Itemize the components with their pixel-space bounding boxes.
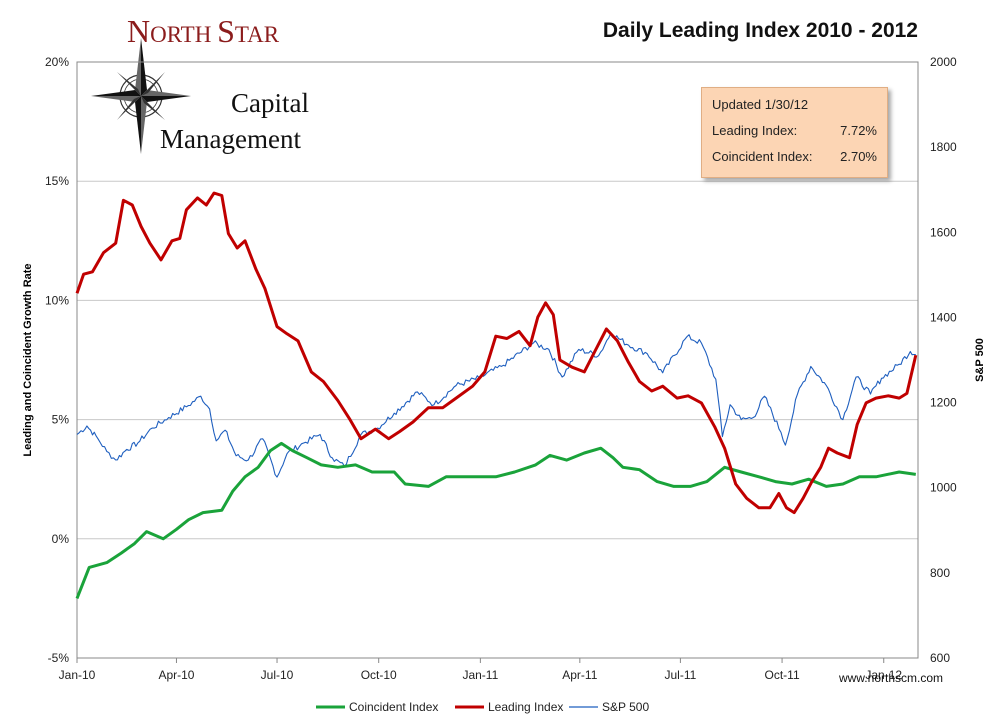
- coincident-index-label: Coincident Index:: [712, 149, 813, 164]
- y2-tick-label: 1000: [930, 481, 957, 495]
- leading-index-value: 7.72%: [840, 123, 877, 138]
- website-url: www.northscm.com: [838, 671, 943, 685]
- x-tick-label: Oct-11: [765, 668, 800, 682]
- y-tick-label: 15%: [45, 174, 69, 188]
- x-tick-label: Jan-10: [59, 668, 96, 682]
- x-tick-label: Apr-10: [158, 668, 194, 682]
- y2-tick-label: 800: [930, 566, 950, 580]
- legend-label-coincident-index: Coincident Index: [349, 700, 438, 714]
- y-tick-label: 5%: [52, 413, 70, 427]
- compass-star-icon: [91, 38, 191, 154]
- right-axis-ticks: 600 800 1000 1200 1400 1600 1800 2000: [930, 55, 957, 665]
- y2-tick-label: 600: [930, 651, 950, 665]
- y-tick-label: 10%: [45, 293, 69, 307]
- company-logo: NORTH STAR Capital Management: [91, 13, 309, 154]
- leading-index-label: Leading Index:: [712, 123, 798, 138]
- leading-index-line: [75, 191, 918, 515]
- y-tick-label: 20%: [45, 55, 69, 69]
- y2-tick-label: 1800: [930, 140, 957, 154]
- chart-title: Daily Leading Index 2010 - 2012: [603, 19, 918, 42]
- series-lines: [75, 191, 918, 599]
- legend-label-leading-index: Leading Index: [488, 700, 563, 714]
- coincident-index-value: 2.70%: [840, 149, 877, 164]
- right-axis-title: S&P 500: [974, 338, 986, 382]
- updated-date: Updated 1/30/12: [712, 97, 809, 112]
- x-tick-label: Jul-11: [664, 668, 696, 682]
- y2-tick-label: 1600: [930, 225, 957, 239]
- x-axis-ticks: Jan-10 Apr-10 Jul-10 Oct-10 Jan-11 Apr-11 Jul-…: [59, 658, 902, 682]
- x-tick-label: Jan-12: [865, 668, 902, 682]
- svg-text:NORTH STAR: NORTH STAR: [127, 13, 280, 49]
- s-p-500-line: [76, 332, 916, 478]
- logo-north-initial: N: [127, 13, 150, 49]
- x-tick-label: Jan-11: [462, 668, 498, 682]
- info-box: Updated 1/30/12 Leading Index: 7.72% Coi…: [701, 87, 888, 178]
- logo-line-management: Management: [160, 124, 301, 154]
- plot-area-border: [76, 61, 919, 659]
- logo-star-rest: TAR: [235, 22, 280, 47]
- logo-line-capital: Capital: [231, 88, 309, 118]
- x-tick-label: Apr-11: [562, 668, 597, 682]
- y2-tick-label: 1400: [930, 310, 957, 324]
- logo-north-rest: ORTH: [150, 22, 211, 47]
- y2-tick-label: 1200: [930, 396, 957, 410]
- coincident-index-line: [75, 441, 917, 599]
- y2-tick-label: 2000: [930, 55, 957, 69]
- left-axis-ticks: -5% 0% 5% 10% 15% 20%: [45, 55, 69, 665]
- legend: Coincident Index Leading Index S&P 500: [316, 700, 649, 714]
- left-axis-title: Leading and Coincident Growth Rate: [22, 263, 34, 456]
- x-tick-label: Oct-10: [361, 668, 397, 682]
- legend-label-s-p-500: S&P 500: [602, 700, 649, 714]
- y-tick-label: 0%: [52, 532, 70, 546]
- x-tick-label: Jul-10: [261, 668, 294, 682]
- logo-star-initial: S: [217, 13, 235, 49]
- y-tick-label: -5%: [48, 651, 70, 665]
